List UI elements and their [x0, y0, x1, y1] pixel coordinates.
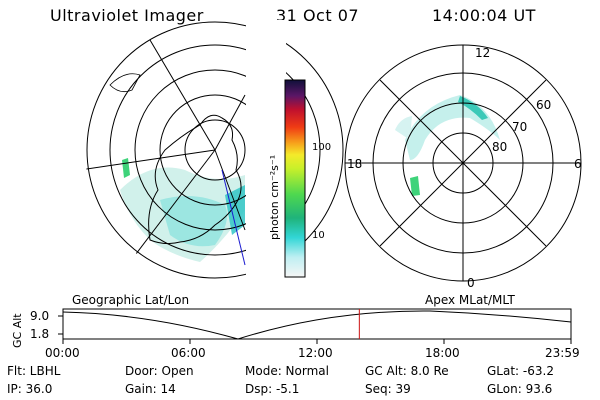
colorbar-tick-10: 10 [312, 230, 325, 241]
mode-info: Mode: Normal [245, 364, 329, 378]
altitude-tick-9: 9.0 [30, 309, 50, 323]
seq-info: Seq: 39 [365, 382, 411, 396]
altitude-strip [58, 308, 572, 344]
ip-info: IP: 36.0 [7, 382, 53, 396]
mlt-label-18: 18 [347, 157, 363, 171]
glat-info: GLat: -63.2 [487, 364, 554, 378]
time-tick-0600: 06:00 [171, 346, 206, 360]
colorbar [284, 79, 306, 278]
time-tick-2359: 23:59 [545, 346, 580, 360]
mlt-label-0: 0 [467, 276, 475, 290]
instrument-title: Ultraviolet Imager [50, 6, 204, 25]
geo-panel-label: Geographic Lat/Lon [72, 293, 190, 307]
mlat-label-70: 70 [512, 120, 528, 134]
altitude-tick-1-8: 1.8 [30, 327, 50, 341]
gc-alt-info: GC Alt: 8.0 Re [365, 364, 449, 378]
apex-panel-label: Apex MLat/MLT [425, 293, 515, 307]
time-tick-1200: 12:00 [298, 346, 333, 360]
geo-map [85, 20, 344, 280]
apex-map [344, 44, 582, 282]
mlat-label-60: 60 [536, 98, 552, 112]
time-label: 14:00:04 UT [432, 6, 536, 25]
altitude-axis-label: GC Alt [11, 313, 24, 348]
gain-info: Gain: 14 [125, 382, 176, 396]
door-info: Door: Open [125, 364, 194, 378]
dsp-info: Dsp: -5.1 [245, 382, 300, 396]
date-label: 31 Oct 07 [276, 6, 360, 25]
mlt-label-12: 12 [475, 46, 491, 60]
time-tick-1800: 18:00 [425, 346, 460, 360]
mlt-label-6: 6 [574, 157, 582, 171]
time-tick-0000: 00:00 [45, 346, 80, 360]
colorbar-unit-label: photon cm⁻²s⁻¹ [268, 154, 281, 240]
flt-info: Flt: LBHL [7, 364, 61, 378]
glon-info: GLon: 93.6 [487, 382, 553, 396]
colorbar-tick-100: 100 [312, 142, 332, 153]
mlat-label-80: 80 [492, 140, 508, 154]
